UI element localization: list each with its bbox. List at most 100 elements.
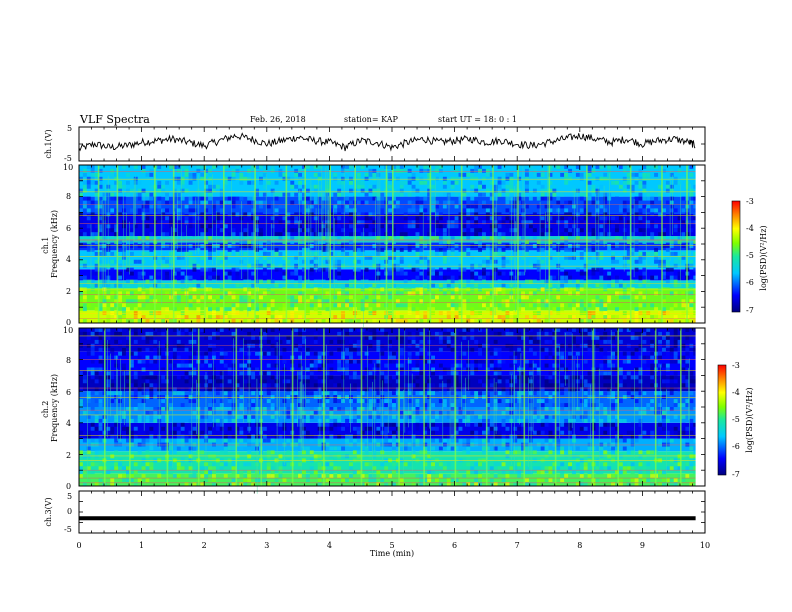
ch2-spectrogram-cell	[532, 407, 537, 411]
ch2-spectrogram-cell	[556, 343, 561, 348]
ch2-spectrogram-cell	[302, 375, 306, 380]
ch1-spectrogram-cell	[141, 204, 146, 209]
ch1-spectrogram-cell	[329, 244, 334, 248]
ch2-spectrogram-cell	[149, 383, 154, 388]
ch1-spectrogram-cell	[309, 232, 314, 237]
ch2-spectrogram-cell	[552, 375, 557, 380]
ch1-spectrogram-cell	[231, 303, 236, 308]
ch1-spectrogram-cell	[122, 224, 126, 229]
ch2-spectrogram-cell	[337, 418, 342, 423]
ch2-spectrogram-cell	[630, 383, 635, 388]
ch1-spectrogram-cell	[192, 216, 197, 221]
ch2-spectrogram-cell	[474, 359, 479, 364]
ch1-spectrogram-cell	[212, 267, 216, 272]
ch1-spectrogram-cell	[133, 311, 138, 316]
ch1-spectrogram-cell	[540, 168, 545, 173]
ch1-spectrogram-cell	[388, 165, 393, 169]
ch1-spectrogram-cell	[196, 307, 201, 312]
ch1-spectrogram-cell	[501, 255, 506, 260]
ch1-spectrogram-cell	[638, 251, 643, 256]
ch1-spectrogram-cell	[583, 236, 588, 241]
ch1-spectrogram-cell	[427, 267, 432, 272]
ch1-spectrogram-cell	[98, 319, 103, 324]
ch2-spectrogram-cell	[356, 328, 361, 332]
ch1-spectrogram-cell	[603, 291, 608, 296]
ch1-spectrogram-cell	[505, 216, 510, 221]
ch1-spectrogram-cell	[106, 307, 111, 312]
ch1-spectrogram-cell	[145, 299, 150, 304]
ch1-spectrogram-cell	[517, 271, 522, 276]
ch2-spectrogram-cell	[349, 351, 353, 356]
ch2-spectrogram-cell	[294, 418, 299, 423]
ch1-spectrogram-image	[79, 165, 706, 328]
ch1-spectrogram-cell	[525, 251, 529, 256]
ch1-spectrogram-cell	[309, 259, 314, 264]
ch1-spectrogram-cell	[286, 180, 291, 185]
ch2-spectrogram-cell	[568, 403, 573, 408]
ch2-spectrogram-cell	[129, 395, 134, 400]
ch1-spectrogram-cell	[372, 259, 377, 264]
ch1-spectrogram-cell	[208, 188, 213, 193]
ch1-spectrogram-cell	[262, 271, 267, 276]
ch1-spectrogram-cell	[247, 240, 252, 245]
ch2-spectrogram-cell	[399, 407, 404, 411]
ch1-spectrogram-cell	[626, 283, 631, 288]
ch1-spectrogram-cell	[615, 279, 619, 284]
ch1-spectrogram-cell	[192, 263, 197, 268]
ch2-spectrogram-cell	[532, 339, 537, 344]
ch1-spectrogram-cell	[372, 291, 377, 296]
ch1-spectrogram-cell	[654, 172, 659, 177]
ch1-spectrogram-cell	[442, 247, 447, 252]
ch2-spectrogram-cell	[208, 371, 213, 376]
ch2-spectrogram-cell	[497, 371, 502, 376]
ch2-spectrogram-cell	[673, 414, 678, 419]
ch2-spectrogram-cell	[349, 343, 353, 348]
ch1-spectrogram-cell	[122, 255, 126, 260]
ch2-spectrogram-cell	[665, 414, 670, 419]
ch2-spectrogram-cell	[215, 379, 220, 384]
ch1-spectrogram-cell	[118, 212, 123, 217]
ch1-spectrogram-cell	[493, 267, 498, 272]
ch1-spectrogram-cell	[540, 299, 545, 304]
ch1-spectrogram-cell	[599, 267, 604, 272]
ch1-spectrogram-cell	[634, 240, 639, 245]
ch2-spectrogram-cell	[646, 407, 651, 411]
ch1-spectrogram-cell	[274, 315, 279, 320]
ch1-spectrogram-cell	[587, 180, 592, 185]
ch2-spectrogram-cell	[513, 395, 518, 400]
ch2-spectrogram-cell	[415, 407, 420, 411]
ch2-spectrogram-cell	[572, 335, 576, 340]
ch1-spectrogram-cell	[137, 196, 142, 201]
ch1-spectrogram-cell	[231, 307, 236, 312]
ch1-spectrogram-cell	[204, 244, 209, 248]
ch2-spectrogram-cell	[122, 403, 126, 408]
ch2-spectrogram-cell	[415, 363, 420, 368]
ch1-spectrogram-cell	[337, 291, 342, 296]
ch1-spectrogram-cell	[169, 224, 173, 229]
ch1-spectrogram-cell	[579, 303, 584, 308]
ch2-spectrogram-cell	[368, 371, 373, 376]
ch1-spectrogram-cell	[372, 188, 377, 193]
ch1-spectrogram-cell	[86, 224, 91, 229]
ch1-spectrogram-cell	[474, 204, 479, 209]
ch2-spectrogram-cell	[642, 355, 647, 360]
ch2-spectrogram-cell	[419, 391, 424, 396]
ch2-spectrogram-cell	[337, 367, 342, 372]
ch1-spectrogram-cell	[388, 188, 393, 193]
ch1-spectrogram-cell	[673, 180, 678, 185]
ch1-spectrogram-cell	[470, 220, 475, 225]
ch2-spectrogram-cell	[618, 375, 623, 380]
ch1-spectrogram-cell	[642, 315, 647, 320]
ch2-spectrogram-cell	[368, 375, 373, 380]
ch1-spectrogram-cell	[290, 216, 295, 221]
ch2-spectrogram-cell	[337, 331, 342, 336]
ch1-spectrogram-cell	[161, 307, 166, 312]
ch1-spectrogram-cell	[673, 228, 678, 233]
ch1-spectrogram-cell	[122, 247, 126, 252]
ch2-spectrogram-cell	[658, 371, 663, 376]
ch2-spectrogram-cell	[227, 414, 232, 419]
ch1-spectrogram-cell	[450, 200, 455, 205]
ch1-spectrogram-cell	[169, 165, 173, 169]
ch1-spectrogram-cell	[118, 188, 123, 193]
ch1-spectrogram-cell	[407, 263, 412, 268]
